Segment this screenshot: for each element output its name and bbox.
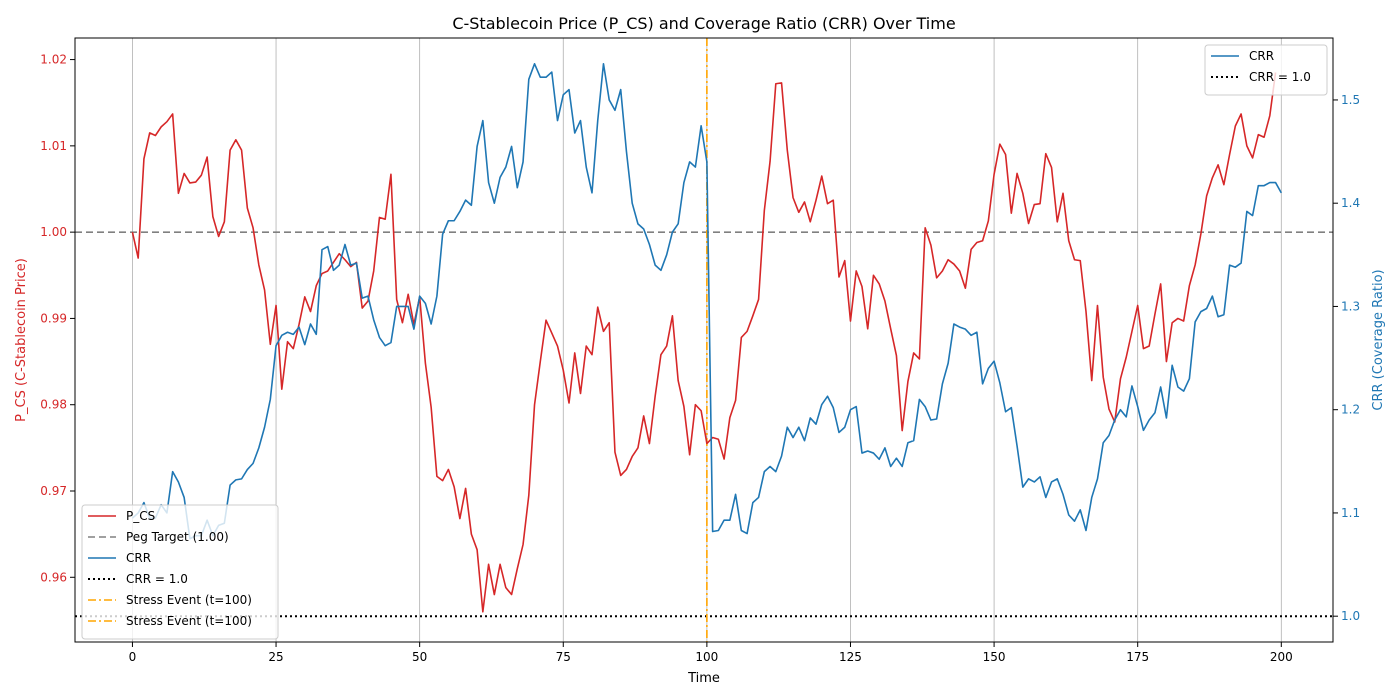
x-tick-label: 0 <box>129 650 137 664</box>
x-tick-label: 175 <box>1126 650 1149 664</box>
x-axis-label: Time <box>687 671 720 686</box>
pcs-series-line <box>131 72 1277 613</box>
plot-layer <box>75 38 1333 642</box>
y-axis-label-left: P_CS (C-Stablecoin Price) <box>14 258 29 422</box>
y-right-tick-label: 1.2 <box>1341 403 1360 417</box>
legend-label: CRR <box>1249 49 1274 63</box>
y-left-tick-label: 0.97 <box>40 484 67 498</box>
y-right-tick-label: 1.5 <box>1341 93 1360 107</box>
y-right-tick-label: 1.4 <box>1341 196 1360 210</box>
x-tick-label: 100 <box>695 650 718 664</box>
y-left-tick-label: 1.01 <box>40 139 67 153</box>
legend-box <box>1204 44 1328 96</box>
x-tick-label: 125 <box>839 650 862 664</box>
y-left-tick-label: 0.98 <box>40 398 67 412</box>
legend-left: P_CS Peg Target (1.00) CRR CRR = 1.0 Stress … <box>81 504 279 640</box>
legend-label: CRR <box>126 551 151 565</box>
y-left-tick-label: 1.02 <box>40 53 67 67</box>
y-right-tick-label: 1.1 <box>1341 506 1360 520</box>
legend-label: CRR = 1.0 <box>126 572 188 586</box>
legend-label: CRR = 1.0 <box>1249 70 1311 84</box>
legend-label: Stress Event (t=100) <box>126 593 252 607</box>
chart-title: C-Stablecoin Price (P_CS) and Coverage R… <box>452 14 955 34</box>
y-right-tick-label: 1.3 <box>1341 299 1360 313</box>
legend-label: Stress Event (t=100) <box>126 614 252 628</box>
x-tick-label: 150 <box>983 650 1006 664</box>
y-left-tick-label: 0.96 <box>40 570 67 584</box>
legend-label: P_CS <box>126 509 155 523</box>
axis-layer: 0 25 50 75 100 125 150 175 200 0.96 0.97 0.98 0.99 1.… <box>40 53 1360 664</box>
y-right-tick-label: 1.0 <box>1341 609 1360 623</box>
legend-box <box>81 504 279 640</box>
x-tick-label: 200 <box>1270 650 1293 664</box>
legend-label: Peg Target (1.00) <box>126 530 229 544</box>
plot-frame <box>74 37 1334 643</box>
legend-right: CRR CRR = 1.0 <box>1204 44 1328 96</box>
crr-series-line <box>131 63 1282 540</box>
x-tick-label: 75 <box>556 650 571 664</box>
y-axis-label-right: CRR (Coverage Ratio) <box>1371 269 1386 410</box>
grid-layer <box>132 38 1282 642</box>
y-left-tick-label: 0.99 <box>40 311 67 325</box>
x-tick-label: 50 <box>412 650 427 664</box>
x-tick-label: 25 <box>268 650 283 664</box>
y-left-tick-label: 1.00 <box>40 225 67 239</box>
